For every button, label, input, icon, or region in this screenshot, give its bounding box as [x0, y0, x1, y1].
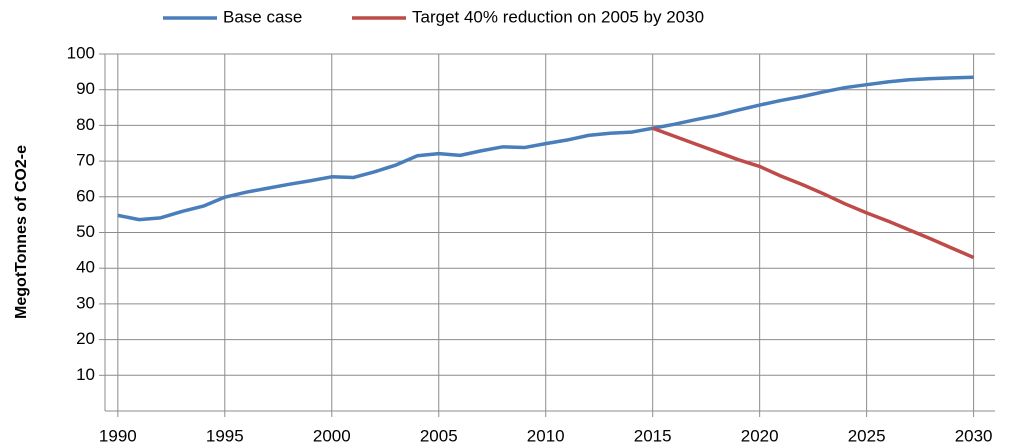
- x-tick-label: 2030: [955, 426, 993, 445]
- x-tick-label: 2000: [313, 426, 351, 445]
- y-tick-label: 50: [76, 222, 95, 241]
- y-tick-label: 40: [76, 258, 95, 277]
- legend-label: Target 40% reduction on 2005 by 2030: [412, 7, 704, 26]
- legend-label: Base case: [223, 7, 302, 26]
- line-series: [652, 126, 975, 260]
- y-tick-label: 20: [76, 329, 95, 348]
- y-tick-label: 30: [76, 293, 95, 312]
- line-series: [117, 75, 974, 222]
- x-tick-label: 2020: [741, 426, 779, 445]
- x-tick-label: 1990: [99, 426, 137, 445]
- y-tick-label: 60: [76, 186, 95, 205]
- y-tick-label: 10: [76, 365, 95, 384]
- y-tick-label: 70: [76, 151, 95, 170]
- x-tick-label: 2005: [420, 426, 458, 445]
- y-tick-label: 80: [76, 115, 95, 134]
- y-tick-label: 100: [67, 43, 95, 62]
- y-axis-label: MegotTonnes of CO2-e: [13, 145, 30, 319]
- y-tick-label: 90: [76, 79, 95, 98]
- x-tick-label: 2025: [848, 426, 886, 445]
- x-tick-label: 2015: [634, 426, 672, 445]
- x-tick-label: 2010: [527, 426, 565, 445]
- x-tick-label: 1995: [206, 426, 244, 445]
